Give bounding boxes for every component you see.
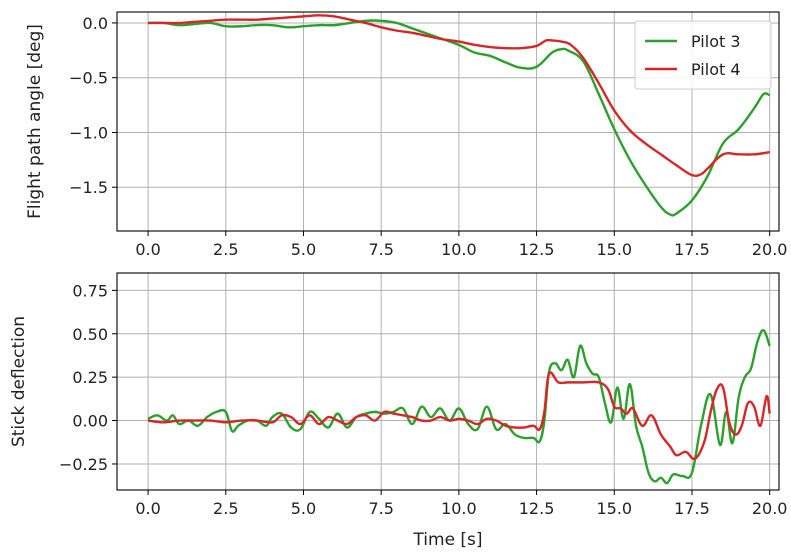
x-tick-label: 7.5	[368, 499, 393, 518]
x-tick-label: 20.0	[752, 240, 788, 259]
y-tick-label: 0.0	[83, 14, 108, 33]
x-tick-label: 15.0	[596, 240, 632, 259]
x-tick-label: 10.0	[441, 240, 477, 259]
legend: Pilot 3 Pilot 4	[634, 20, 772, 90]
y-tick-label: 0.50	[72, 325, 108, 344]
x-tick-label: 12.5	[519, 240, 555, 259]
x-tick-label: 5.0	[291, 240, 316, 259]
y-axis-label: Stick deflection	[9, 316, 29, 447]
x-tick-label: 10.0	[441, 499, 477, 518]
x-tick-label: 17.5	[674, 499, 710, 518]
x-tick-label: 0.0	[135, 240, 160, 259]
x-tick-label: 2.5	[213, 240, 238, 259]
legend-label-pilot-3: Pilot 3	[691, 32, 741, 51]
series-line-pilot-4	[147, 371, 771, 461]
x-tick-label: 5.0	[291, 499, 316, 518]
y-axis-label: Flight path angle [deg]	[25, 24, 45, 219]
axes-frame	[116, 11, 780, 232]
y-tick-label: −1.5	[69, 178, 108, 197]
panel-stick-deflection: 0.0 2.5 5.0 7.5 10.0 12.5 15.0 17.5 20.0 0.75 0.50…	[9, 272, 788, 550]
panel-flight-path-angle: 0.0 2.5 5.0 7.5 10.0 12.5 15.0 17.5 20.0 0.0 −0.5 −…	[25, 11, 788, 259]
x-tick-label: 0.0	[135, 499, 160, 518]
axes-frame	[116, 272, 780, 491]
y-tick-label: 0.75	[72, 281, 108, 300]
x-tick-label: 20.0	[752, 499, 788, 518]
y-tick-label: 0.00	[72, 412, 108, 431]
y-tick-label: −0.5	[69, 69, 108, 88]
x-tick-label: 7.5	[368, 240, 393, 259]
x-axis-label: Time [s]	[412, 530, 482, 550]
x-tick-label: 2.5	[213, 499, 238, 518]
x-tick-label: 17.5	[674, 240, 710, 259]
y-tick-label: 0.25	[72, 368, 108, 387]
x-tick-label: 12.5	[519, 499, 555, 518]
y-tick-label: −1.0	[69, 123, 108, 142]
series-line-pilot-3	[148, 19, 771, 217]
x-tick-label: 15.0	[596, 499, 632, 518]
legend-box	[634, 20, 772, 90]
series-line-pilot-4	[148, 14, 770, 178]
legend-label-pilot-4: Pilot 4	[691, 60, 741, 79]
y-tick-label: −0.25	[59, 455, 108, 474]
